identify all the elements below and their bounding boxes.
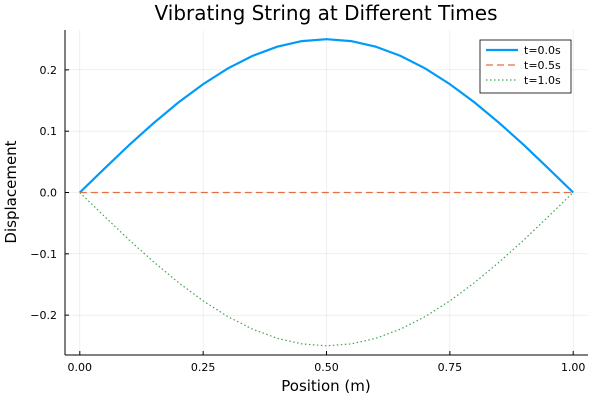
y-tick-label: −0.1 [30, 248, 57, 261]
x-tick-label: 1.00 [561, 361, 586, 374]
y-tick-label: −0.2 [30, 309, 57, 322]
y-axis-label: Displacement [2, 140, 20, 243]
chart-title: Vibrating String at Different Times [155, 1, 498, 25]
x-axis-label: Position (m) [281, 377, 371, 395]
legend-label: t=0.5s [524, 59, 561, 72]
series-line-1 [79, 38, 574, 194]
x-tick-label: 0.00 [68, 361, 93, 374]
legend-label: t=0.0s [524, 44, 561, 57]
x-ticks: 0.00 0.25 0.50 0.75 1.00 [68, 351, 586, 374]
legend: t=0.0s t=0.5s t=1.0s [479, 39, 572, 94]
series-line-3 [79, 192, 574, 347]
x-tick-label: 0.75 [438, 361, 463, 374]
series-group [79, 38, 574, 347]
legend-box [479, 39, 572, 94]
legend-label: t=1.0s [524, 74, 561, 87]
x-tick-label: 0.25 [191, 361, 216, 374]
y-tick-label: 0.1 [40, 125, 58, 138]
y-tick-label: 0.0 [40, 187, 58, 200]
y-tick-label: 0.2 [40, 64, 58, 77]
y-ticks: −0.2 −0.1 0.0 0.1 0.2 [30, 64, 69, 322]
x-tick-label: 0.50 [314, 361, 339, 374]
